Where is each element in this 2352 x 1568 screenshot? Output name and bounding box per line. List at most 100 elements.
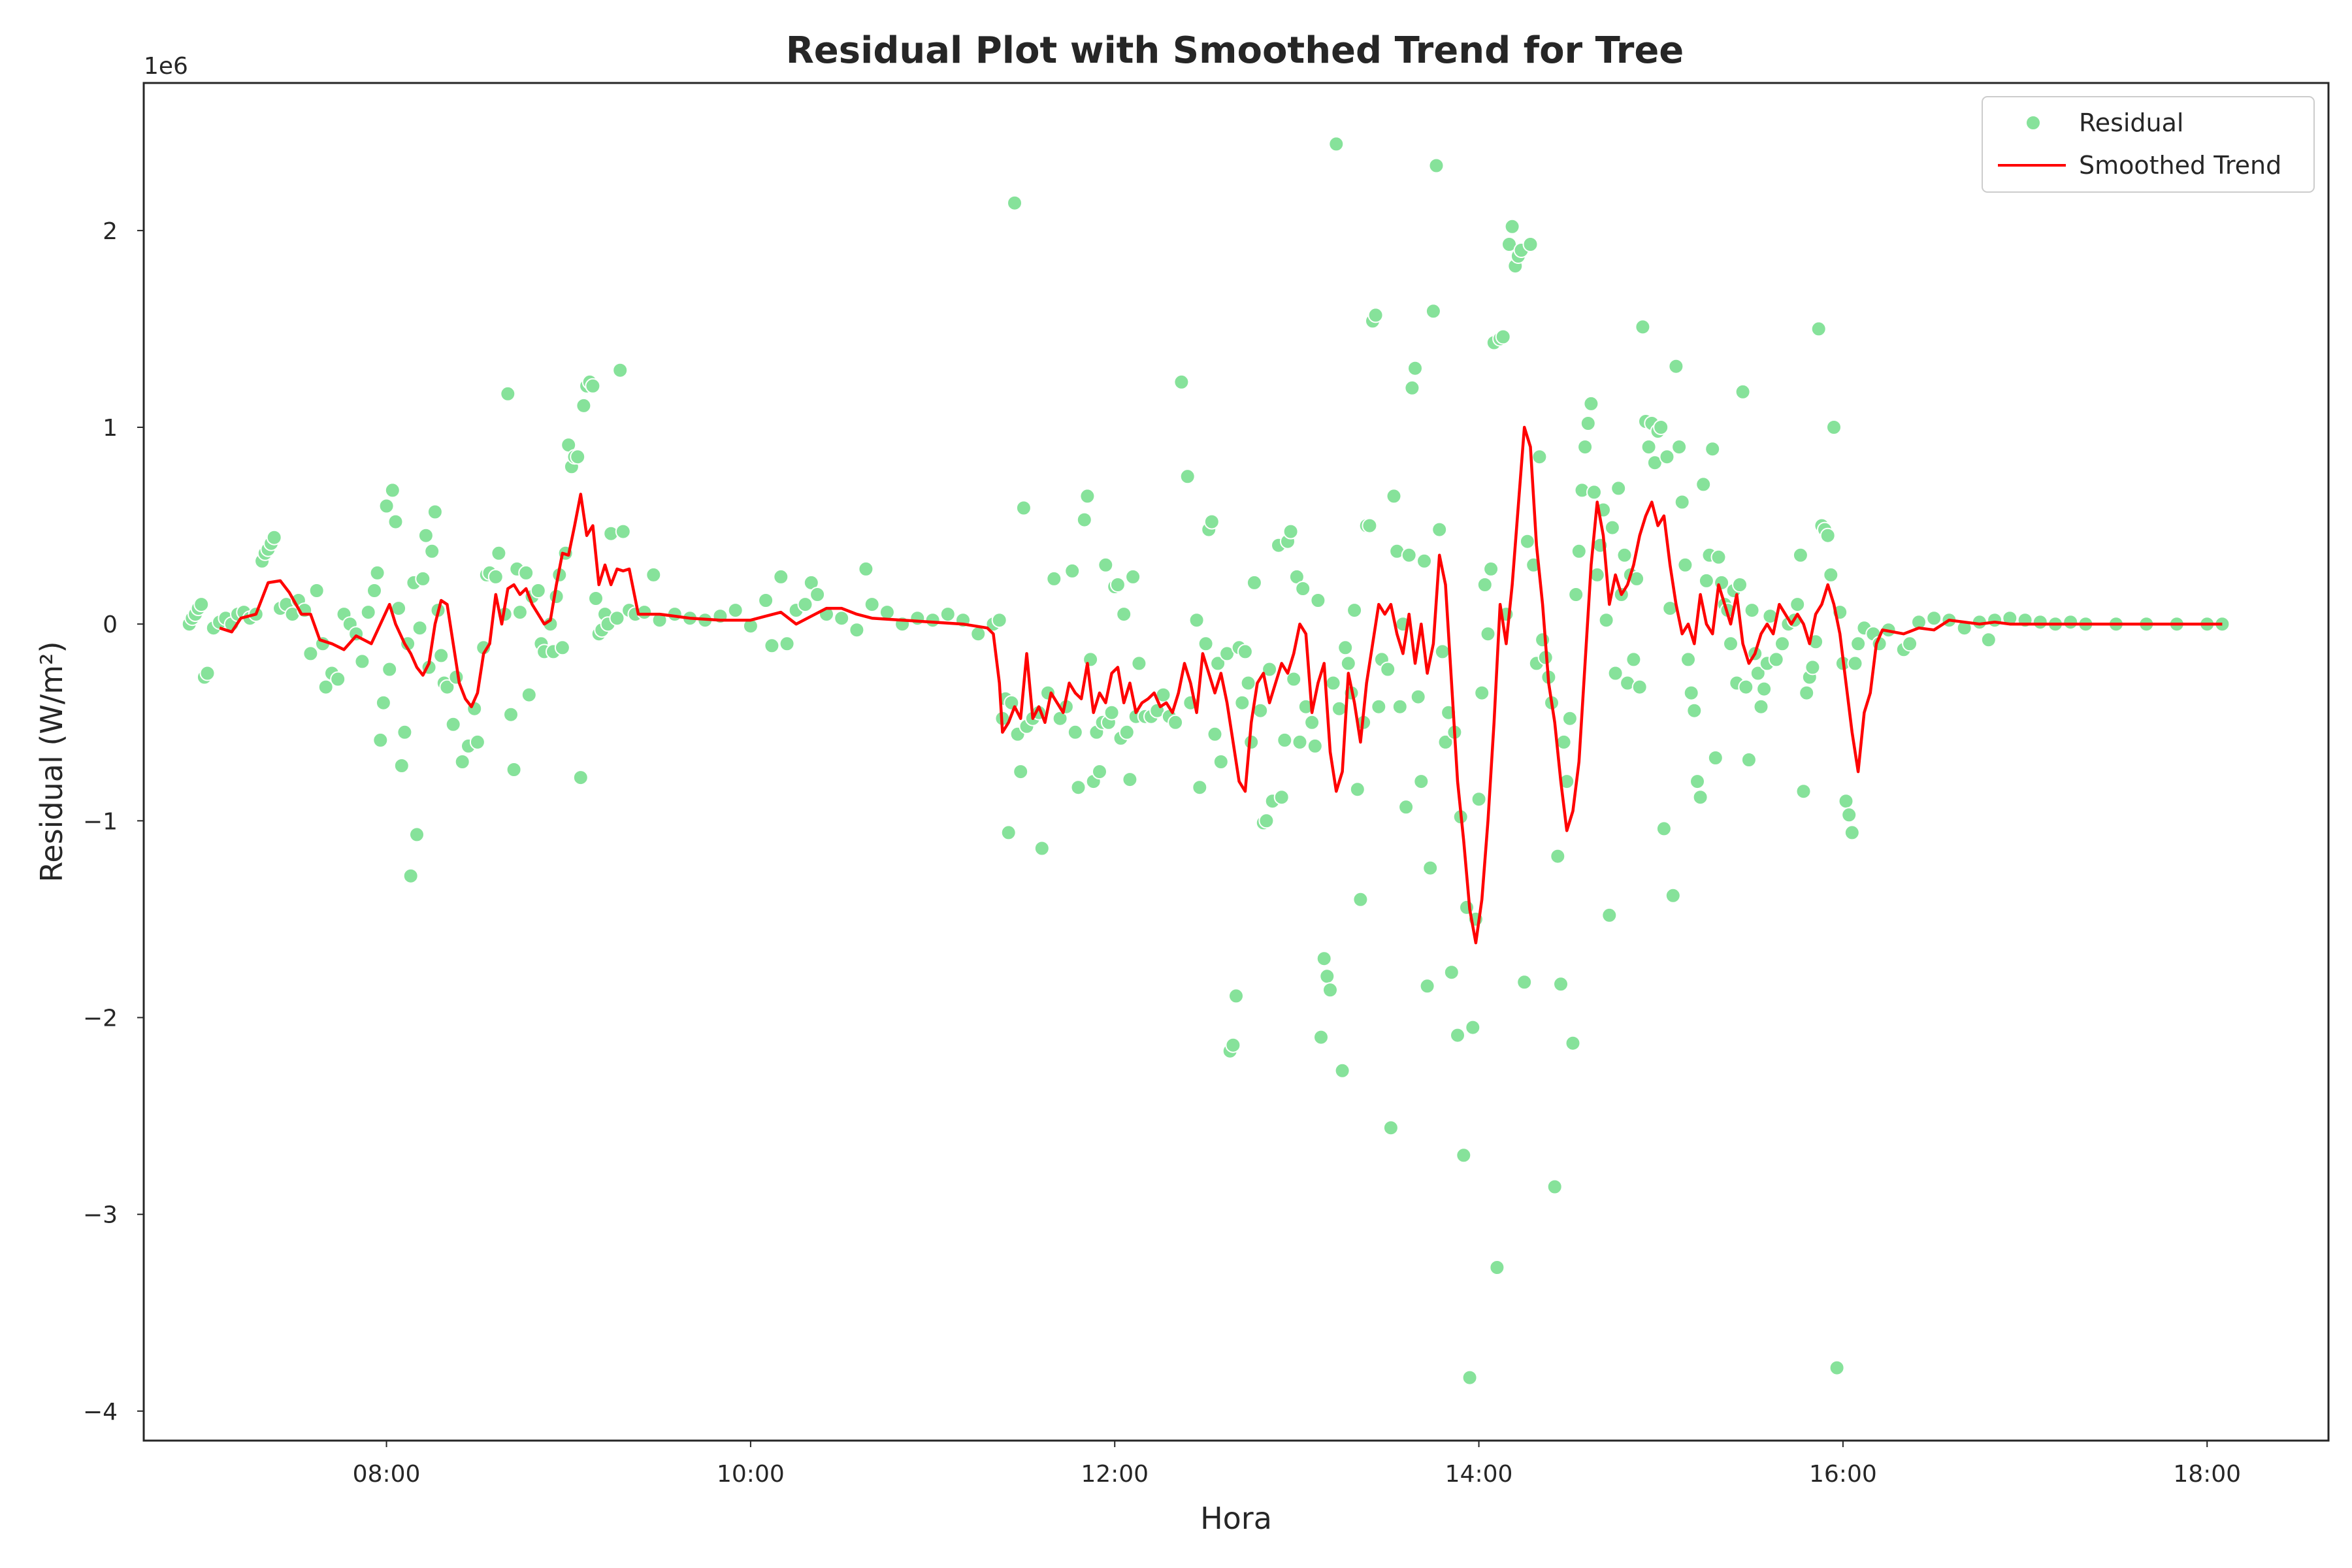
residual-point (1125, 568, 1141, 585)
residual-point (1668, 358, 1684, 374)
residual-point (1604, 519, 1620, 536)
residual-point (1789, 596, 1806, 613)
residual-point (1456, 1147, 1472, 1164)
residual-point (1210, 655, 1226, 672)
residual-point (1198, 636, 1214, 652)
residual-point (1319, 968, 1335, 985)
residual-point (609, 610, 625, 627)
residual-point (518, 564, 534, 581)
residual-point (1850, 636, 1867, 652)
residual-point (1428, 157, 1445, 174)
residual-point (1519, 533, 1535, 549)
residual-point (1380, 661, 1396, 678)
residual-point (1795, 783, 1812, 800)
residual-point (1013, 764, 1029, 780)
residual-point (469, 734, 485, 750)
residual-point (1561, 710, 1578, 727)
residual-point (1495, 329, 1511, 345)
residual-point (330, 671, 346, 687)
residual-point (512, 604, 528, 621)
residual-point (1410, 689, 1426, 705)
residual-point (1810, 321, 1827, 337)
residual-point (554, 640, 570, 656)
residual-point (864, 596, 880, 613)
residual-point (1665, 887, 1681, 904)
residual-point (1310, 593, 1326, 608)
residual-point (1738, 679, 1754, 695)
residual-point (1079, 488, 1096, 504)
residual-point (1225, 1037, 1241, 1053)
residual-point (1550, 848, 1566, 864)
residual-point (1586, 484, 1602, 500)
residual-point (1349, 781, 1365, 798)
y-tick-label: −4 (83, 1399, 118, 1426)
residual-point (1565, 1035, 1581, 1051)
residual-point (1234, 694, 1250, 711)
residual-point (1347, 602, 1363, 619)
y-axis: 2 1 0 −1 −2 −3 −4 (83, 218, 144, 1426)
y-tick-label: −1 (83, 808, 118, 835)
residual-point (1273, 789, 1290, 806)
residual-point (506, 762, 522, 777)
residual-point (773, 568, 789, 585)
residual-point (1753, 698, 1769, 715)
residual-point (1450, 1027, 1465, 1043)
residual-point (1723, 636, 1739, 652)
residual-point (1076, 512, 1092, 528)
residual-point (1034, 840, 1050, 857)
residual-point (570, 449, 586, 465)
residual-point (1386, 488, 1402, 504)
residual-point (1203, 514, 1220, 530)
residual-point (409, 826, 425, 843)
residual-point (1307, 738, 1323, 754)
residual-point (924, 612, 941, 629)
residual-point (1680, 651, 1696, 668)
residual-point (1683, 685, 1699, 701)
residual-point (1522, 237, 1539, 252)
residual-point (572, 770, 589, 786)
residual-point (1705, 441, 1721, 457)
x-axis-label: Hora (1200, 1501, 1272, 1536)
residual-point (384, 482, 400, 498)
y-tick-label: −2 (83, 1005, 118, 1032)
legend-box (1982, 96, 2315, 193)
residual-point (1404, 380, 1420, 396)
y-tick-label: 2 (103, 218, 118, 245)
residual-points (181, 136, 2230, 1386)
residual-point (1122, 772, 1138, 788)
residual-point (797, 596, 813, 613)
residual-point (758, 593, 774, 608)
residual-point (193, 596, 210, 613)
residual-point (1282, 523, 1299, 540)
residual-point (1328, 136, 1345, 152)
residual-point (1568, 587, 1584, 602)
residual-point (1322, 982, 1338, 998)
residual-point (1331, 700, 1347, 717)
residual-point (378, 498, 395, 514)
residual-point (1686, 702, 1703, 719)
residual-point (809, 587, 826, 602)
x-tick-label: 14:00 (1445, 1461, 1513, 1488)
residual-point (585, 378, 601, 394)
residual-point (266, 529, 282, 546)
residual-point (308, 583, 325, 598)
smoothed-trend-line (219, 425, 2223, 945)
residual-point (397, 724, 413, 740)
residual-point (360, 604, 376, 621)
residual-point (521, 687, 537, 703)
residual-point (1601, 907, 1618, 923)
residual-point (1092, 764, 1107, 780)
residual-point (415, 570, 431, 587)
residual-point (1007, 195, 1022, 211)
residual-point (1240, 675, 1256, 691)
residual-point (1316, 951, 1332, 967)
residual-point (1607, 665, 1624, 681)
residual-point (1516, 974, 1533, 990)
residual-point (1774, 636, 1790, 652)
residual-point (1744, 602, 1760, 619)
y-tick-label: −3 (83, 1202, 118, 1229)
residual-point (1820, 527, 1836, 544)
residual-point (530, 583, 546, 598)
residual-point (375, 694, 391, 711)
